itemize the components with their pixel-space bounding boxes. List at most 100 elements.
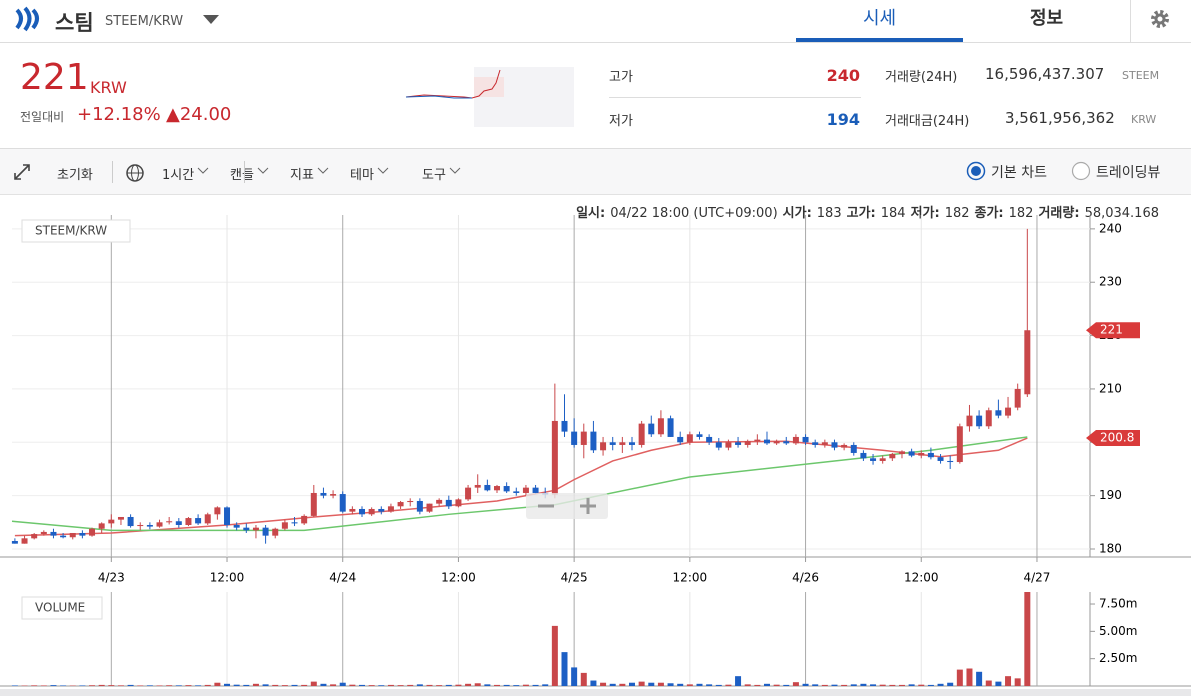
reset-button[interactable]: 초기화	[57, 168, 93, 183]
menu[interactable]: 도구	[422, 168, 446, 183]
volume-value: 3,561,956,362	[1005, 109, 1115, 127]
candle-body	[465, 487, 472, 500]
radio-label[interactable]: 트레이딩뷰	[1096, 165, 1161, 181]
zoom-in[interactable]	[580, 498, 596, 514]
volume-bar	[619, 683, 626, 686]
candle-body	[898, 451, 905, 455]
candle-body	[146, 524, 153, 527]
volume-bar	[850, 684, 857, 686]
candle-body	[677, 436, 684, 443]
radio-label[interactable]: 기본 차트	[991, 165, 1047, 181]
candle-body	[638, 423, 645, 445]
info-value: 04/22 18:00 (UTC+09:00)	[610, 206, 778, 221]
info-label: 거래량:	[1038, 206, 1080, 221]
volume-bar	[754, 684, 761, 686]
candle-body	[407, 500, 414, 503]
radio-checked[interactable]	[966, 161, 986, 181]
volume-bar	[387, 684, 394, 686]
candle-body	[918, 452, 925, 456]
info-label: 일시:	[576, 206, 606, 221]
volume-bar	[40, 685, 47, 686]
volume-bar	[310, 681, 317, 686]
candle-body	[166, 521, 173, 523]
menu[interactable]: 1시간	[162, 168, 195, 183]
y-tick-label: 5.00m	[1099, 624, 1137, 638]
volume-bar	[146, 685, 153, 686]
y-tick-label: 190	[1099, 488, 1122, 502]
candle-body	[21, 538, 28, 544]
candle-body	[571, 431, 578, 445]
volume-bar	[879, 684, 886, 686]
x-tick-label: 4/27	[1023, 571, 1050, 585]
volume-bar	[783, 684, 790, 686]
volume-bar	[551, 625, 558, 686]
top-bar: 스팀 STEEM/KRW 시세 정보	[0, 0, 1191, 43]
candle-body	[426, 503, 433, 512]
tab-active[interactable]: 시세	[796, 4, 963, 42]
info-value: 183	[816, 206, 842, 221]
candle-body	[310, 492, 317, 516]
candle-body	[175, 521, 182, 525]
candle-body	[831, 442, 838, 448]
candle-body	[397, 502, 404, 507]
volume-bar	[185, 685, 192, 686]
candle-body	[50, 531, 57, 536]
volume-bar	[474, 683, 481, 686]
volume-bar	[638, 681, 645, 686]
candle-body	[1005, 407, 1012, 416]
volume-bar	[966, 668, 973, 686]
globe-icon[interactable]	[125, 163, 145, 183]
candle-body	[156, 522, 163, 527]
volume-bar	[89, 685, 96, 686]
candle-body	[879, 458, 886, 461]
candle-body	[98, 523, 105, 529]
menu[interactable]: 캔들	[230, 168, 254, 183]
candle-body	[783, 441, 790, 444]
volume-bar	[175, 685, 182, 686]
candle-body	[715, 442, 722, 448]
steem-logo	[15, 6, 39, 32]
candle-body	[995, 410, 1002, 416]
volume-bar	[744, 684, 751, 686]
candle-body	[272, 528, 279, 536]
candle-body	[600, 442, 607, 451]
fullscreen-icon[interactable]	[14, 164, 32, 180]
menu[interactable]: 테마	[350, 168, 374, 183]
volume-bar	[60, 685, 67, 686]
volume-bar	[31, 685, 38, 686]
candle-body	[532, 487, 539, 493]
volume-unit: STEEM	[1122, 69, 1160, 82]
candle-body	[754, 439, 761, 442]
pane-label-box	[21, 596, 103, 620]
candle-body	[1024, 330, 1031, 395]
candle-body	[137, 524, 144, 527]
volume-bar	[513, 685, 520, 686]
candle-body	[522, 487, 529, 493]
volume-bar	[426, 684, 433, 686]
volume-bar	[667, 683, 674, 686]
candle-body	[243, 527, 250, 531]
volume-value: 16,596,437.307	[985, 65, 1105, 83]
settings[interactable]	[1130, 0, 1191, 42]
price: 221	[20, 57, 89, 98]
dropdown[interactable]	[203, 15, 219, 25]
candle-body	[725, 442, 732, 448]
volume-bar	[947, 682, 954, 686]
volume-bar	[532, 684, 539, 686]
volume-bar	[648, 682, 655, 686]
stat-value: 240	[826, 66, 860, 85]
separator	[244, 161, 245, 183]
candle-body	[908, 451, 915, 456]
candle-body	[513, 491, 520, 493]
ohlc-info: 일시: 04/22 18:00 (UTC+09:00) 시가: 183 고가: 184 저가…	[576, 202, 1164, 221]
volume-bar	[407, 684, 414, 686]
info-label: 시가:	[782, 206, 812, 221]
radio[interactable]	[1071, 161, 1091, 181]
volume-bar	[79, 685, 86, 686]
tab[interactable]: 정보	[1029, 8, 1064, 29]
menu[interactable]: 지표	[290, 168, 314, 183]
menu-caret	[377, 166, 389, 179]
volume-bar	[889, 684, 896, 686]
price-tag-label: 200.8	[1100, 431, 1134, 445]
volume-bar	[359, 684, 366, 686]
